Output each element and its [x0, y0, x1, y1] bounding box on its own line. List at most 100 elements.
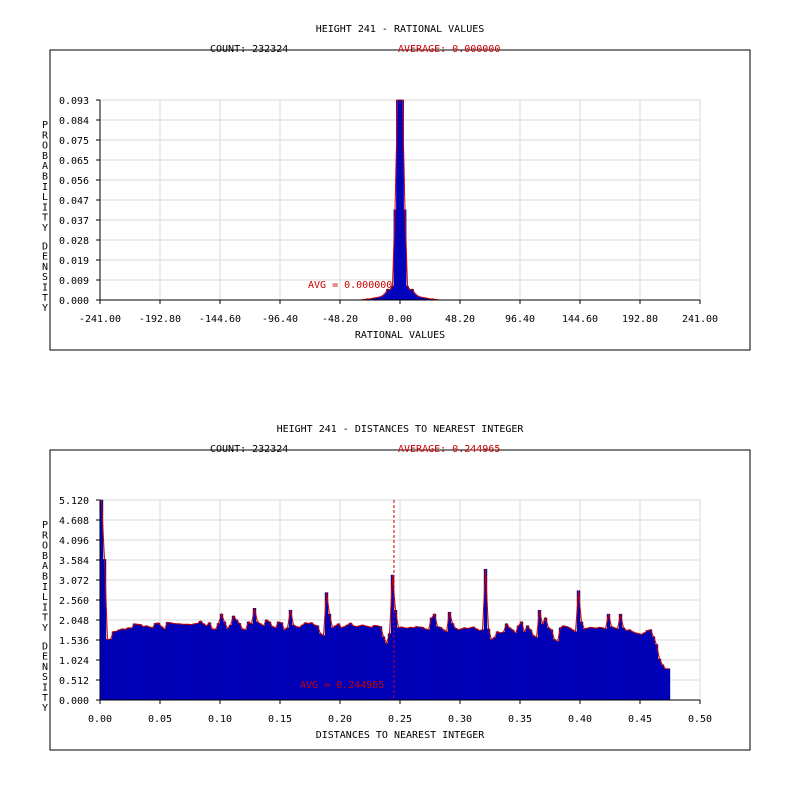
y-tick-label: 2.048	[59, 616, 89, 627]
histogram-bar	[150, 627, 155, 701]
histogram-bar	[582, 628, 587, 701]
histogram-bar	[543, 617, 548, 701]
histogram-bar	[402, 627, 407, 701]
histogram-bar	[123, 629, 128, 701]
histogram-bar	[171, 623, 176, 701]
histogram-bar	[423, 628, 428, 701]
histogram-bar	[654, 644, 659, 701]
histogram-bar	[243, 629, 248, 701]
x-tick-labels: -241.00 -192.80 -144.60 -96.40 -48.20 0.00 48.…	[79, 300, 718, 325]
x-tick-label: 0.00	[388, 314, 412, 325]
histogram-bar	[405, 627, 410, 701]
y-tick-label: 3.072	[59, 576, 89, 587]
histogram-bar	[426, 629, 431, 701]
y-tick-label: 0.093	[59, 96, 89, 107]
histogram-bar	[609, 626, 614, 701]
histogram-bar	[261, 625, 266, 701]
y-tick-label: 0.000	[59, 296, 89, 307]
histogram-bar	[621, 627, 626, 701]
histogram-bar	[597, 627, 602, 701]
avg-annotation: AVG = 0.000000	[308, 280, 392, 291]
histogram-bar	[388, 289, 392, 301]
histogram-bar	[195, 623, 200, 701]
avg-annotation: AVG = 0.244965	[300, 680, 384, 691]
histogram-bar	[432, 613, 437, 701]
histogram-bar	[216, 623, 221, 701]
count-label: COUNT: 232324	[210, 444, 288, 455]
histogram-bar	[636, 633, 641, 701]
histogram-bar	[447, 611, 452, 701]
histogram-bar	[639, 634, 644, 701]
histogram-bar	[459, 628, 464, 701]
histogram-bar	[249, 623, 254, 701]
histogram-bar	[222, 621, 227, 701]
histogram-bar	[114, 631, 119, 701]
histogram-bar	[600, 627, 605, 701]
histogram-bar	[492, 637, 497, 701]
histogram-bar	[627, 629, 632, 701]
histogram-bar	[108, 638, 113, 701]
y-tick-label: 1.536	[59, 636, 89, 647]
chart-frame	[49, 49, 751, 351]
histogram-bar	[507, 627, 512, 701]
histogram-bar	[219, 613, 224, 701]
histogram-bar	[285, 627, 290, 701]
histogram-bar	[198, 620, 203, 701]
histogram-bar	[603, 628, 608, 701]
y-tick-label: 0.037	[59, 216, 89, 227]
histogram-bar	[510, 629, 515, 701]
histogram-bar	[657, 658, 662, 701]
y-tick-label: 1.024	[59, 656, 89, 667]
histogram-bar	[225, 628, 230, 701]
histogram-bar	[633, 632, 638, 701]
density-curve	[101, 499, 669, 670]
chart-distances: HEIGHT 241 - DISTANCES TO NEAREST INTEGE…	[42, 424, 751, 751]
histogram-bar	[546, 627, 551, 701]
chart-title: HEIGHT 241 - DISTANCES TO NEAREST INTEGE…	[277, 424, 525, 435]
y-tick-label: 0.056	[59, 176, 89, 187]
histogram-bar	[612, 627, 617, 701]
y-tick-label: 4.608	[59, 516, 89, 527]
histogram-bar	[663, 668, 668, 701]
histogram-bar	[144, 625, 149, 701]
histogram-bar	[240, 628, 245, 701]
histogram-bar	[126, 627, 131, 701]
histogram-bar	[513, 632, 518, 701]
histogram-bar	[462, 627, 467, 701]
x-tick-label: 0.05	[148, 714, 172, 725]
histogram-bar	[567, 627, 572, 701]
histogram-bar	[495, 631, 500, 701]
histogram-bar	[147, 626, 152, 701]
histogram-bar	[606, 613, 611, 701]
histogram-bar	[183, 624, 188, 701]
histogram-bar	[186, 624, 191, 701]
histogram-bar	[180, 624, 185, 701]
histogram-bar	[398, 99, 402, 301]
histogram-bar	[594, 627, 599, 701]
histogram-bar	[276, 621, 281, 701]
histogram-bar	[192, 623, 197, 701]
histogram-bar	[444, 631, 449, 701]
histogram-bar	[486, 628, 491, 701]
histogram-bar	[522, 631, 527, 701]
y-tick-label: 0.075	[59, 136, 89, 147]
x-tick-label: 0.10	[208, 714, 232, 725]
histogram-bar	[615, 628, 620, 701]
histogram-bar	[120, 628, 125, 701]
y-tick-label: 5.120	[59, 496, 89, 507]
histogram-bar	[258, 623, 263, 701]
histogram-bar	[558, 627, 563, 701]
histogram-bar	[417, 626, 422, 701]
x-tick-label: 0.50	[688, 714, 712, 725]
histogram-bar	[252, 608, 257, 701]
histogram-bar	[255, 621, 260, 701]
histogram-bar	[666, 668, 671, 701]
histogram-bar	[159, 626, 164, 701]
histogram-bar	[474, 628, 479, 701]
y-tick-labels: 0.000 0.009 0.019 0.028 0.037 0.047 0.056 0.065…	[59, 96, 100, 307]
y-tick-label: 4.096	[59, 536, 89, 547]
chart-frame	[49, 449, 751, 751]
histogram-bar	[588, 627, 593, 701]
x-tick-label: 192.80	[622, 314, 658, 325]
